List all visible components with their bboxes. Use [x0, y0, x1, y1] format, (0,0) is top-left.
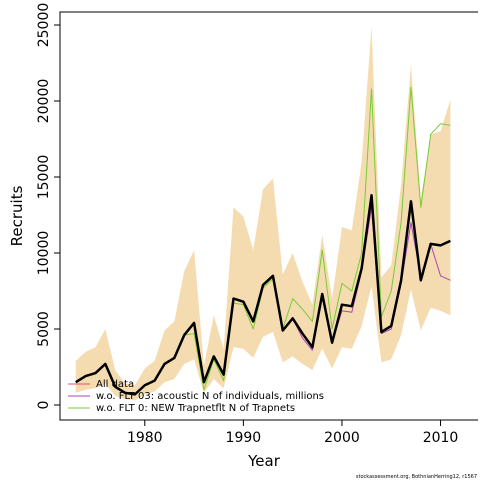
x-tick-label: 2010 [423, 430, 459, 446]
series-line [75, 193, 451, 396]
legend-label: All data [96, 379, 134, 390]
footnote: stockassessment.org, BothnianHerring12, … [356, 474, 477, 480]
y-tick-label: 5000 [36, 311, 52, 347]
confidence-band [75, 26, 451, 401]
y-tick-label: 0 [36, 401, 52, 410]
y-tick-label: 15000 [36, 155, 52, 200]
legend-label: w.o. FLT 03: acoustic N of individuals, … [96, 391, 324, 402]
plot-frame [59, 11, 478, 421]
y-tick-label: 20000 [36, 79, 52, 124]
x-tick-label: 1990 [226, 430, 262, 446]
legend-label: w.o. FLT 0: NEW Trapnetflt N of Trapnets [96, 403, 295, 414]
x-axis-label: Year [247, 452, 281, 470]
y-tick-label: 25000 [36, 3, 52, 48]
x-tick-label: 1980 [127, 430, 163, 446]
y-tick-label: 10000 [36, 231, 52, 276]
x-tick-label: 2000 [324, 430, 360, 446]
y-axis-label: Recruits [8, 185, 26, 246]
